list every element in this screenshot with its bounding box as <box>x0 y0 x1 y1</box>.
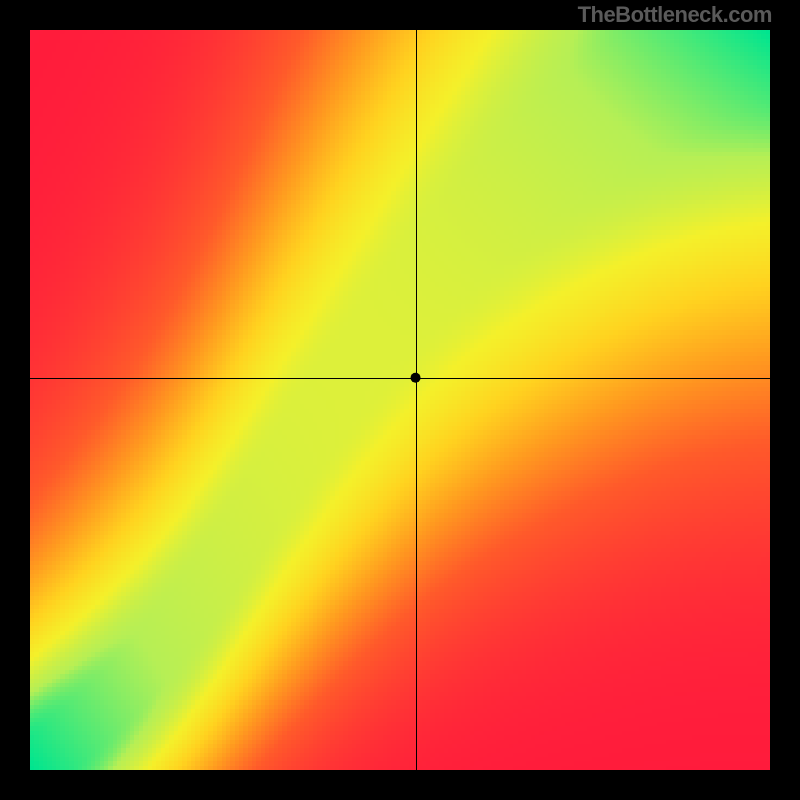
source-watermark: TheBottleneck.com <box>578 2 772 28</box>
chart-frame: TheBottleneck.com <box>0 0 800 800</box>
bottleneck-heatmap <box>30 30 770 770</box>
